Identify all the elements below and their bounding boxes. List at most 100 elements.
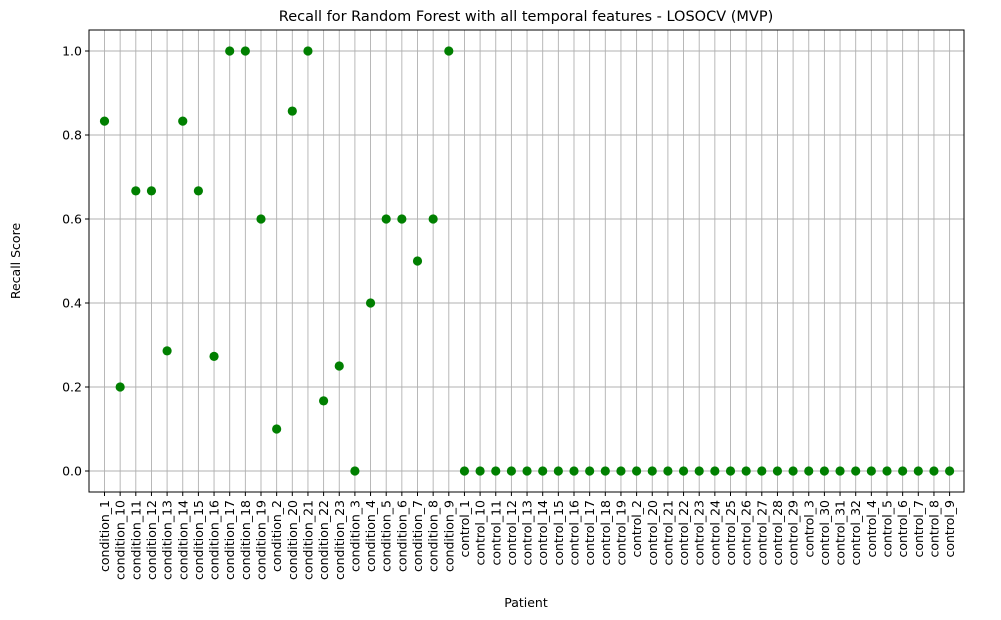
- x-tick-label: condition_9: [441, 500, 456, 572]
- x-tick-label: condition_7: [410, 500, 425, 572]
- data-point: [694, 466, 704, 476]
- x-tick-label: condition_23: [332, 500, 347, 580]
- x-tick-label: condition_1: [97, 500, 112, 572]
- x-tick-label: condition_15: [191, 500, 206, 580]
- x-axis-label: Patient: [504, 595, 548, 610]
- x-tick-label: condition_5: [379, 500, 394, 572]
- x-tick-label: control_31: [833, 500, 848, 566]
- data-point: [412, 256, 423, 266]
- data-point: [287, 106, 297, 116]
- plot-frame: [88, 29, 965, 493]
- x-axis-ticks: condition_1 condition_10 condition_11 condi…: [97, 492, 957, 580]
- data-point: [929, 466, 939, 476]
- data-point: [678, 466, 689, 476]
- x-tick-label: condition_3: [347, 500, 362, 572]
- data-point: [553, 466, 563, 476]
- data-point: [819, 466, 830, 476]
- data-point: [757, 466, 767, 476]
- x-tick-label: condition_21: [300, 500, 315, 580]
- x-tick-label: condition_8: [426, 500, 441, 572]
- data-point: [647, 466, 657, 476]
- data-point: [866, 466, 876, 476]
- data-point: [225, 46, 235, 56]
- x-tick-label: control_14: [535, 500, 550, 566]
- data-point: [256, 214, 266, 224]
- data-point: [491, 466, 501, 476]
- data-point: [663, 466, 673, 476]
- data-point: [804, 466, 814, 476]
- x-tick-label: control_4: [864, 500, 879, 558]
- x-tick-label: control_8: [926, 500, 941, 558]
- x-tick-label: condition_17: [222, 500, 237, 580]
- data-point: [741, 466, 751, 476]
- data-point: [428, 214, 438, 224]
- data-point: [272, 424, 282, 434]
- data-point: [616, 466, 626, 476]
- x-tick-label: control_25: [723, 500, 738, 566]
- x-tick-label: control_22: [676, 500, 691, 566]
- x-tick-label: condition_2: [269, 500, 284, 572]
- x-tick-label: condition_13: [160, 500, 175, 580]
- data-point: [162, 346, 172, 356]
- data-point: [522, 466, 532, 476]
- x-tick-label: condition_14: [175, 500, 190, 580]
- data-point: [945, 466, 955, 476]
- data-point: [209, 351, 219, 361]
- x-tick-label: control_1: [457, 500, 472, 558]
- x-tick-label: condition_20: [285, 500, 300, 580]
- data-point: [710, 466, 720, 476]
- data-point: [146, 186, 157, 196]
- x-tick-label: control_13: [520, 500, 535, 566]
- data-point: [882, 466, 892, 476]
- x-tick-label: control_11: [488, 500, 503, 566]
- data-point: [835, 466, 845, 476]
- y-tick-label: 0.8: [62, 128, 82, 143]
- data-point: [303, 46, 313, 56]
- data-point: [475, 466, 485, 476]
- x-tick-label: condition_18: [238, 500, 253, 580]
- x-tick-label: control_18: [598, 500, 613, 566]
- x-tick-label: control_7: [911, 500, 926, 558]
- data-point: [725, 466, 736, 476]
- x-tick-label: control_6: [895, 500, 910, 558]
- x-tick-label: control_30: [817, 500, 832, 566]
- x-tick-label: control_27: [754, 500, 769, 566]
- data-point: [131, 186, 141, 196]
- data-point: [913, 466, 923, 476]
- x-tick-label: control_26: [739, 500, 754, 566]
- x-tick-label: control_5: [880, 500, 895, 558]
- x-tick-label: control_19: [613, 500, 628, 566]
- data-point: [365, 298, 376, 308]
- y-tick-label: 0.6: [62, 212, 82, 227]
- grid-lines: [89, 30, 964, 492]
- chart-title: Recall for Random Forest with all tempor…: [279, 9, 773, 25]
- data-point: [193, 186, 203, 196]
- data-point: [99, 116, 110, 126]
- data-points: [99, 46, 955, 476]
- data-point: [397, 214, 407, 224]
- x-tick-label: condition_19: [254, 500, 269, 580]
- x-tick-label: condition_11: [128, 500, 143, 580]
- x-tick-label: control_12: [504, 500, 519, 566]
- data-point: [459, 466, 470, 476]
- data-point: [632, 466, 642, 476]
- data-point: [334, 361, 344, 371]
- x-tick-label: control_24: [707, 500, 722, 566]
- x-tick-label: condition_22: [316, 500, 331, 580]
- data-point: [600, 466, 610, 476]
- x-tick-label: control_29: [786, 500, 801, 566]
- data-point: [319, 396, 329, 406]
- data-point: [851, 466, 861, 476]
- data-point: [898, 466, 908, 476]
- x-tick-label: control_28: [770, 500, 785, 566]
- data-point: [506, 466, 516, 476]
- x-tick-label: condition_4: [363, 500, 378, 572]
- data-point: [381, 214, 391, 224]
- data-point: [115, 382, 125, 392]
- data-point: [178, 116, 188, 126]
- data-point: [538, 466, 548, 476]
- x-tick-label: control_15: [551, 500, 566, 566]
- x-tick-label: control_20: [645, 500, 660, 566]
- data-point: [240, 46, 250, 56]
